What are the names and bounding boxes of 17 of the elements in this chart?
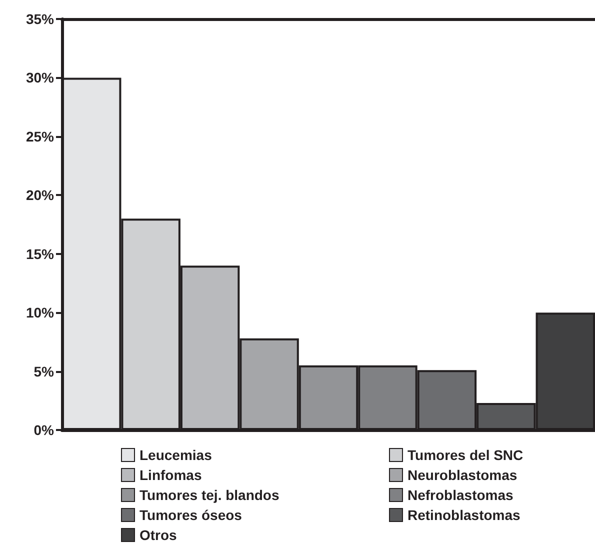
y-tick-label: 25%: [26, 128, 55, 144]
legend-label: Tumores del SNC: [408, 447, 524, 463]
y-tick-label: 10%: [26, 304, 55, 321]
legend-label: Otros: [140, 527, 178, 543]
legend-label: Nefroblastomas: [408, 487, 514, 503]
y-tick-label: 30%: [26, 70, 55, 86]
y-tick-label: 15%: [26, 246, 55, 262]
legend-label: Linfomas: [140, 467, 202, 483]
legend-label: Tumores tej. blandos: [140, 487, 280, 503]
y-tick-label: 0%: [34, 422, 55, 438]
y-tick-label: 35%: [26, 11, 55, 27]
legend-label: Leucemias: [140, 447, 212, 463]
legend-label: Tumores óseos: [140, 507, 242, 523]
legend-label: Neuroblastomas: [408, 467, 518, 483]
y-tick-label: 5%: [34, 363, 55, 380]
y-tick-label: 20%: [26, 187, 55, 204]
legend-label: Retinoblastomas: [408, 507, 521, 523]
